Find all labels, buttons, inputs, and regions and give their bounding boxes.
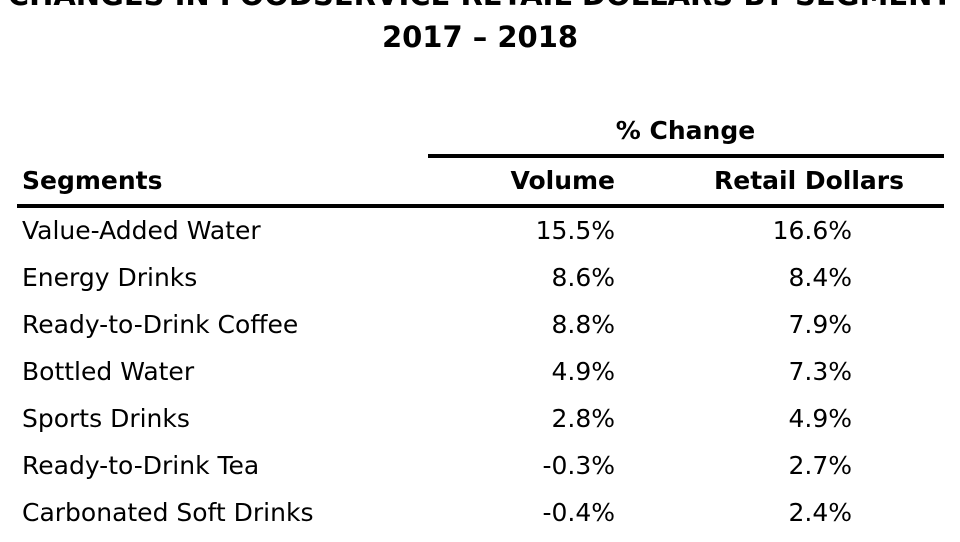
retail-dollars-cell: 4.9% (788, 404, 852, 433)
volume-cell: 8.6% (551, 263, 615, 292)
segment-cell: Ready-to-Drink Coffee (22, 310, 299, 339)
volume-cell: 8.8% (551, 310, 615, 339)
retail-dollars-cell: 16.6% (772, 216, 852, 245)
segment-cell: Ready-to-Drink Tea (22, 451, 260, 480)
retail-dollars-cell: 2.7% (788, 451, 852, 480)
column-header-volume: Volume (510, 166, 615, 195)
segment-cell: Sports Drinks (22, 404, 190, 433)
volume-cell: -0.3% (542, 451, 615, 480)
group-header-rule (428, 154, 944, 158)
table-row: Carbonated Soft Drinks -0.4% 2.4% (0, 495, 960, 542)
segment-cell: Bottled Water (22, 357, 195, 386)
table-row: Bottled Water 4.9% 7.3% (0, 354, 960, 401)
chart-subtitle: 2017 – 2018 (381, 20, 579, 54)
table-row: Energy Drinks 8.6% 8.4% (0, 260, 960, 307)
volume-cell: -0.4% (542, 498, 615, 527)
chart-title: CHANGES IN FOODSERVICE RETAIL DOLLARS BY… (0, 0, 960, 12)
retail-dollars-cell: 7.3% (788, 357, 852, 386)
volume-cell: 4.9% (551, 357, 615, 386)
column-header-retail-dollars: Retail Dollars (714, 166, 905, 195)
percent-change-group-header: % Change (615, 116, 756, 145)
volume-cell: 15.5% (535, 216, 615, 245)
segment-cell: Energy Drinks (22, 263, 198, 292)
retail-dollars-cell: 7.9% (788, 310, 852, 339)
segment-cell: Value-Added Water (22, 216, 261, 245)
volume-cell: 2.8% (551, 404, 615, 433)
retail-dollars-cell: 2.4% (788, 498, 852, 527)
table-body: Value-Added Water 15.5% 16.6% Energy Dri… (0, 213, 960, 542)
header-rule (17, 204, 944, 208)
segment-cell: Carbonated Soft Drinks (22, 498, 314, 527)
retail-dollars-cell: 8.4% (788, 263, 852, 292)
table-row: Value-Added Water 15.5% 16.6% (0, 213, 960, 260)
table-row: Ready-to-Drink Coffee 8.8% 7.9% (0, 307, 960, 354)
column-header-segments: Segments (22, 166, 163, 195)
table-row: Sports Drinks 2.8% 4.9% (0, 401, 960, 448)
table-row: Ready-to-Drink Tea -0.3% 2.7% (0, 448, 960, 495)
